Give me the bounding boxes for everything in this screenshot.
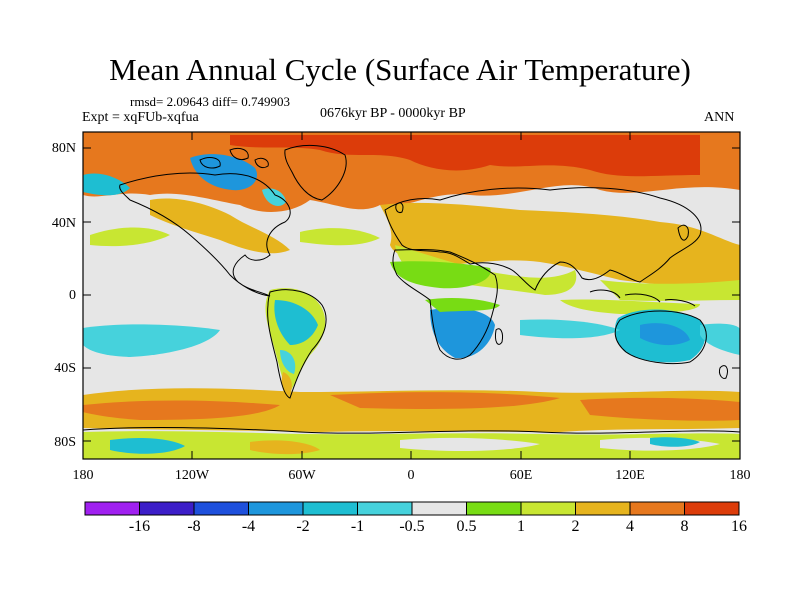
colorbar-label: -4 [241,518,256,535]
colorbar-label: -16 [128,518,151,535]
colorbar-box-10 [575,502,630,515]
lon-label-180w: 180 [72,468,94,483]
colorbar-box-4 [248,502,303,515]
lat-label-0: 0 [69,288,76,303]
colorbar-label: 2 [571,518,580,535]
colorbar-label: 4 [626,518,634,535]
lat-label-80n: 80N [51,141,76,156]
anomaly-field [83,132,740,459]
colorbar-label: 8 [680,518,689,535]
colorbar [84,501,740,516]
lat-label-80s: 80S [54,435,76,450]
lon-label-0: 0 [407,468,415,483]
lon-label-60w: 60W [288,468,316,483]
period-label: 0676kyr BP - 0000kyr BP [320,106,466,121]
stats-text: rmsd= 2.09643 diff= 0.749903 [130,94,290,109]
lon-label-180e: 180 [729,468,751,483]
colorbar-label: -2 [296,518,310,535]
lon-label-120w: 120W [174,468,210,483]
colorbar-label: 0.5 [456,518,477,535]
colorbar-box-12 [684,502,739,515]
colorbar-box-3 [194,502,249,515]
colorbar-box-2 [139,502,194,515]
colorbar-label: 1 [517,518,525,535]
experiment-label: Expt = xqFUb-xqfua [82,110,199,125]
axis-ticks [83,132,740,459]
coastlines [83,145,740,434]
colorbar-box-1 [85,502,140,515]
colorbar-box-9 [521,502,576,515]
colorbar-label: -1 [350,518,365,535]
colorbar-box-5 [303,502,358,515]
lat-label-40n: 40N [51,216,76,231]
colorbar-label: -8 [187,518,201,535]
season-label: ANN [704,110,735,125]
colorbar-box-6 [357,502,412,515]
colorbar-box-11 [630,502,685,515]
lon-label-120e: 120E [615,468,645,483]
lat-label-40s: 40S [54,361,76,376]
lon-label-60e: 60E [509,468,533,483]
colorbar-label: 16 [731,518,747,535]
colorbar-box-8 [466,502,521,515]
plot-title: Mean Annual Cycle (Surface Air Temperatu… [109,52,691,87]
colorbar-box-7 [412,502,467,515]
colorbar-label: -0.5 [399,518,425,535]
